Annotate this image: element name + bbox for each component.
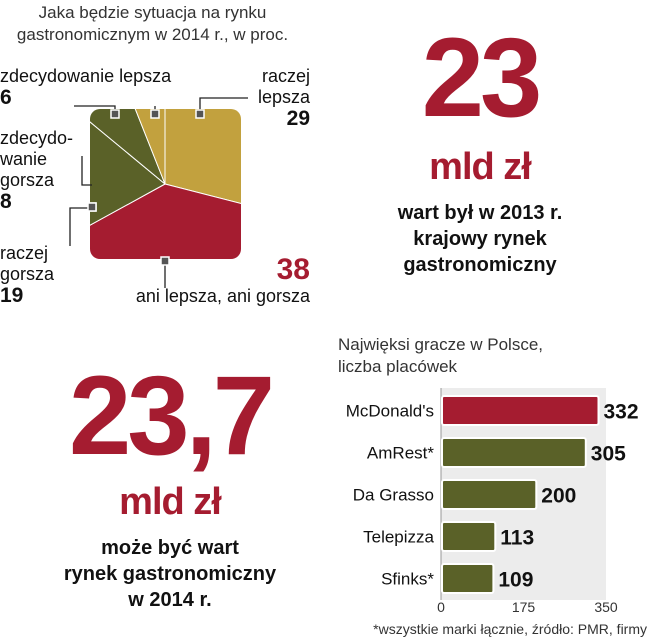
stat-2013-desc-line-2: krajowy rynek bbox=[413, 228, 547, 250]
stat-2013-value: 23 bbox=[421, 15, 543, 140]
pie-title-line-1: Jaka będzie sytuacja na rynku bbox=[38, 3, 267, 22]
pie-slice-raczej-gorsza bbox=[90, 109, 166, 257]
pie-title-line-2: gastronomicznym w 2014 r., w proc. bbox=[16, 25, 289, 44]
bar-value-label: 113 bbox=[500, 527, 534, 550]
stat-2014-description: może być wart rynek gastronomiczny w 201… bbox=[20, 535, 320, 613]
pie-leader-marker bbox=[110, 109, 120, 119]
pie-leader-line bbox=[81, 156, 92, 186]
bar-category-label: Telepizza bbox=[363, 528, 434, 547]
pie-label-value: 8 bbox=[0, 190, 12, 213]
pie-label-text: lepsza bbox=[257, 87, 310, 107]
bar-sfinks- bbox=[441, 563, 495, 594]
pie-leader-lines bbox=[69, 97, 248, 288]
bar-value-label: 109 bbox=[498, 569, 533, 592]
pie-label-ani-lepsza-ani-gorsza: ani lepsza, ani gorsza bbox=[120, 286, 310, 307]
pie-label-text: raczej bbox=[0, 243, 49, 263]
pie-label-text: raczej bbox=[261, 66, 310, 86]
pie-label-text: ani lepsza, ani gorsza bbox=[135, 286, 310, 306]
pie-label-ani-value: 38 bbox=[262, 254, 310, 286]
bar-value-label: 200 bbox=[541, 485, 576, 508]
bar-telepizza bbox=[441, 521, 497, 552]
pie-leader-line bbox=[69, 207, 92, 246]
pie-slice-zdecydowanie-lepsza bbox=[109, 109, 166, 185]
stat-2013-desc-line-3: gastronomiczny bbox=[403, 254, 557, 276]
bar-title: Najwięksi gracze w Polsce, liczba placów… bbox=[338, 334, 543, 378]
pie-chart bbox=[69, 97, 248, 288]
pie-label-value: 6 bbox=[0, 86, 12, 109]
bar-footnote: *wszystkie marki łącznie, źródło: PMR, f… bbox=[373, 621, 647, 637]
stat-2014-unit: mld zł bbox=[119, 481, 222, 523]
bar-da-grasso bbox=[441, 479, 538, 510]
pie-label-raczej-lepsza: raczej lepsza 29 bbox=[250, 66, 310, 130]
stat-2014-desc-line-3: w 2014 r. bbox=[128, 589, 212, 611]
bar-chart: McDonald's 332 AmRest* 305 Da Grasso 200 Telep… bbox=[346, 388, 639, 615]
bar-title-line-1: Najwięksi gracze w Polsce, bbox=[338, 335, 544, 354]
pie-leader-marker bbox=[160, 256, 170, 266]
bar-amrest- bbox=[441, 437, 587, 468]
pie-label-value: 19 bbox=[0, 284, 24, 307]
pie-label-text: zdecydo- bbox=[0, 128, 74, 148]
pie-slice-ani-lepsza-ani-gorsza bbox=[90, 183, 241, 259]
pie-label-text: gorsza bbox=[0, 264, 55, 284]
bar-category-label: Da Grasso bbox=[353, 486, 434, 505]
pie-label-text: zdecydowanie lepsza bbox=[0, 66, 172, 86]
pie-title: Jaka będzie sytuacja na rynku gastronomi… bbox=[0, 2, 305, 46]
bar-x-tick-label: 175 bbox=[512, 599, 536, 615]
bar-value-label: 305 bbox=[591, 443, 626, 466]
pie-slice-zdecydowanie-gorsza bbox=[90, 109, 166, 185]
pie-label-text: wanie bbox=[0, 149, 48, 169]
stat-2014-desc-line-1: może być wart bbox=[101, 537, 239, 559]
pie-label-value: 29 bbox=[286, 107, 310, 130]
pie-slice-raczej-lepsza bbox=[164, 109, 241, 222]
pie-leader-marker bbox=[195, 109, 205, 119]
stat-2014-desc-line-2: rynek gastronomiczny bbox=[63, 563, 277, 585]
stat-2013-description: wart był w 2013 r. krajowy rynek gastron… bbox=[360, 200, 600, 278]
bar-x-tick-label: 350 bbox=[594, 599, 618, 615]
stat-2013-desc-line-1: wart był w 2013 r. bbox=[397, 202, 563, 224]
pie-label-text: gorsza bbox=[0, 170, 55, 190]
bar-category-label: McDonald's bbox=[346, 402, 434, 421]
bar-x-tick-label: 0 bbox=[437, 599, 445, 615]
stat-2014-value: 23,7 bbox=[69, 353, 275, 478]
pie-leader-marker bbox=[150, 109, 160, 119]
pie-label-zdecydowanie-gorsza: zdecydo- wanie gorsza 8 bbox=[0, 128, 73, 213]
bar-title-line-2: liczba placówek bbox=[338, 357, 458, 376]
bar-value-label: 332 bbox=[604, 401, 639, 424]
bar-category-label: Sfinks* bbox=[381, 570, 434, 589]
pie-leader-line bbox=[199, 97, 248, 114]
stat-2013-unit: mld zł bbox=[429, 146, 532, 188]
pie-leader-marker bbox=[87, 202, 97, 212]
pie-label-value: 38 bbox=[276, 253, 310, 286]
bar-mcdonald-s bbox=[441, 395, 600, 426]
pie-label-raczej-gorsza: raczej gorsza 19 bbox=[0, 243, 54, 307]
pie-label-zdecydowanie-lepsza: zdecydowanie lepsza 6 bbox=[0, 66, 171, 109]
bar-category-label: AmRest* bbox=[367, 444, 434, 463]
